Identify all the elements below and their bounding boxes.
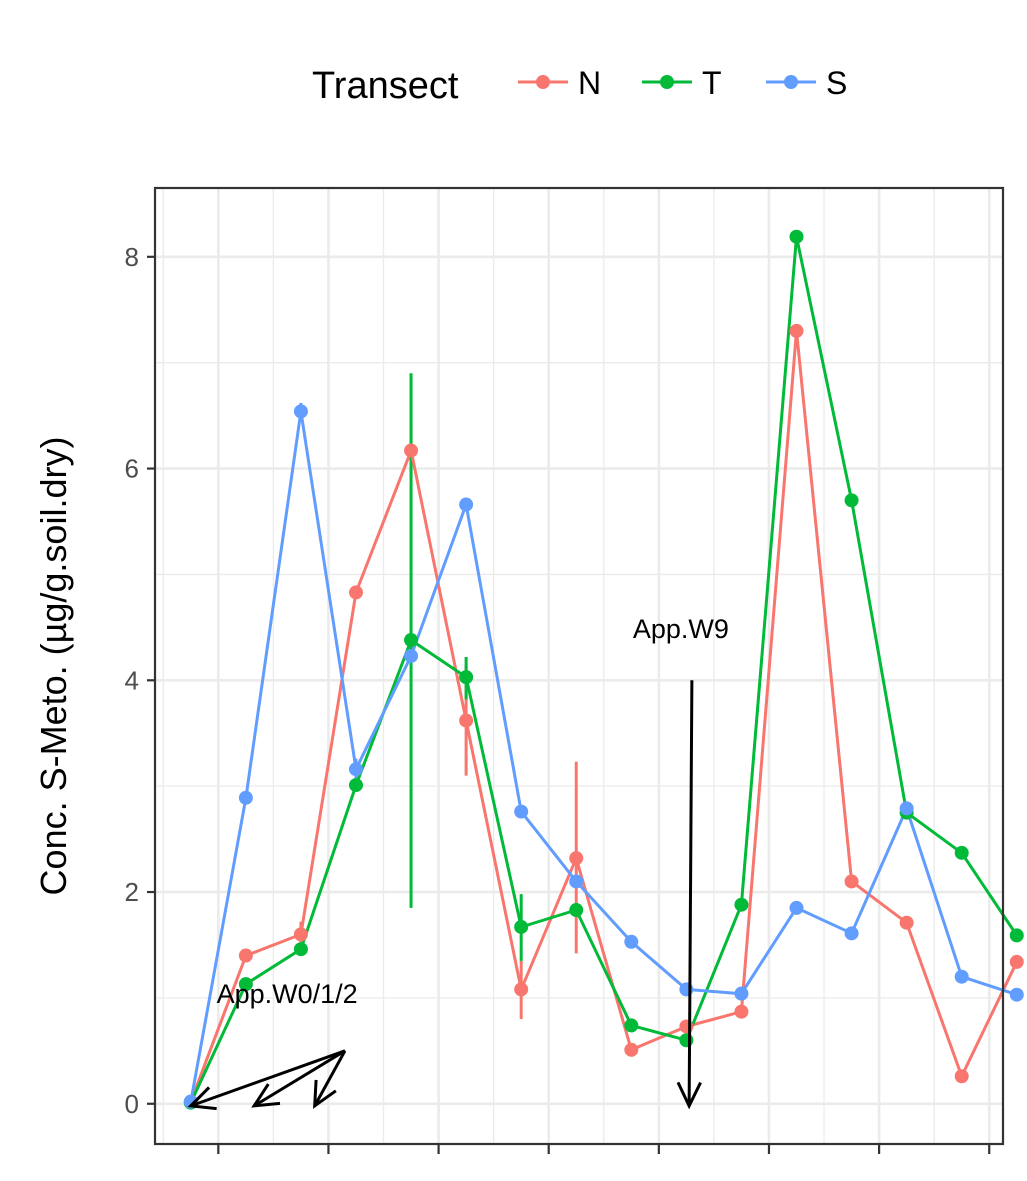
data-point-t xyxy=(348,778,363,793)
data-point-t xyxy=(954,845,969,860)
data-point-t xyxy=(293,942,308,957)
data-point-t xyxy=(1009,928,1024,943)
annotation-arrow xyxy=(687,680,694,1106)
annotation-label: App.W9 xyxy=(633,614,729,644)
y-tick-label: 4 xyxy=(125,665,139,695)
y-tick-label: 6 xyxy=(125,454,139,484)
data-point-n xyxy=(789,323,804,338)
x-axis xyxy=(217,1144,991,1154)
data-point-n xyxy=(459,713,474,728)
data-point-s xyxy=(789,900,804,915)
data-point-n xyxy=(899,915,914,930)
data-point-s xyxy=(899,801,914,816)
series-lines xyxy=(189,235,1019,1104)
data-point-s xyxy=(844,926,859,941)
data-point-t xyxy=(238,977,253,992)
legend-label-n: N xyxy=(578,65,601,101)
annotation-label: App.W0/1/2 xyxy=(217,979,358,1009)
legend-entry-n: N xyxy=(518,65,601,101)
annotation-arrow xyxy=(313,1050,347,1107)
data-point-s xyxy=(238,790,253,805)
panel-background xyxy=(155,188,1003,1144)
annotation-arrowhead xyxy=(187,1086,217,1111)
annotation-arrow xyxy=(253,1049,346,1108)
data-point-t xyxy=(844,493,859,508)
data-point-s xyxy=(734,986,749,1001)
data-point-s xyxy=(514,804,529,819)
legend-entry-s: S xyxy=(766,65,847,101)
data-point-n xyxy=(1009,954,1024,969)
legend-key-point-n xyxy=(536,75,550,89)
data-point-n xyxy=(348,585,363,600)
data-point-s xyxy=(1009,987,1024,1002)
data-point-t xyxy=(679,1033,694,1048)
data-point-s xyxy=(569,874,584,889)
y-axis-title: Conc. S-Meto. (µg/g.soil.dry) xyxy=(33,437,74,896)
legend-title: Transect xyxy=(312,65,459,107)
data-point-t xyxy=(459,670,474,685)
data-point-t xyxy=(789,229,804,244)
data-point-t xyxy=(569,903,584,918)
data-point-n xyxy=(404,443,419,458)
data-point-s xyxy=(954,969,969,984)
data-point-s xyxy=(348,762,363,777)
y-tick-label: 0 xyxy=(125,1089,139,1119)
y-tick-label: 2 xyxy=(125,877,139,907)
plot-panel: App.W0/1/2 App.W9 xyxy=(153,186,1024,1146)
data-point-n xyxy=(624,1042,639,1057)
legend-label-s: S xyxy=(826,65,847,101)
data-point-t xyxy=(514,919,529,934)
data-point-s xyxy=(459,497,474,512)
data-point-s xyxy=(293,404,308,419)
data-point-n xyxy=(569,851,584,866)
legend-key-point-t xyxy=(660,75,674,89)
series-line-t xyxy=(189,235,1019,1104)
legend: Transect N T S xyxy=(312,65,847,107)
data-point-n xyxy=(238,948,253,963)
data-point-t xyxy=(624,1018,639,1033)
data-point-n xyxy=(844,874,859,889)
annotation-arrow xyxy=(190,1049,346,1108)
data-point-t xyxy=(734,897,749,912)
data-point-t xyxy=(404,633,419,648)
annotations: App.W0/1/2 App.W9 xyxy=(187,614,729,1111)
series-line-s xyxy=(189,409,1018,1102)
panel-border xyxy=(153,186,1005,1146)
series-line-n xyxy=(189,329,1019,1103)
annotation-arrowhead xyxy=(676,1081,702,1110)
legend-entry-t: T xyxy=(642,65,722,101)
data-point-s xyxy=(404,648,419,663)
annotation-arrowhead xyxy=(313,1079,337,1109)
data-point-n xyxy=(293,927,308,942)
y-tick-label: 8 xyxy=(125,242,139,272)
legend-key-point-s xyxy=(784,75,798,89)
data-point-n xyxy=(679,1019,694,1034)
annotation-arrowhead xyxy=(251,1083,281,1108)
y-axis: 0 2 4 6 8 xyxy=(125,242,155,1119)
data-point-n xyxy=(514,982,529,997)
legend-label-t: T xyxy=(702,65,722,101)
data-point-n xyxy=(734,1004,749,1019)
data-point-s xyxy=(624,934,639,949)
data-point-n xyxy=(954,1069,969,1084)
